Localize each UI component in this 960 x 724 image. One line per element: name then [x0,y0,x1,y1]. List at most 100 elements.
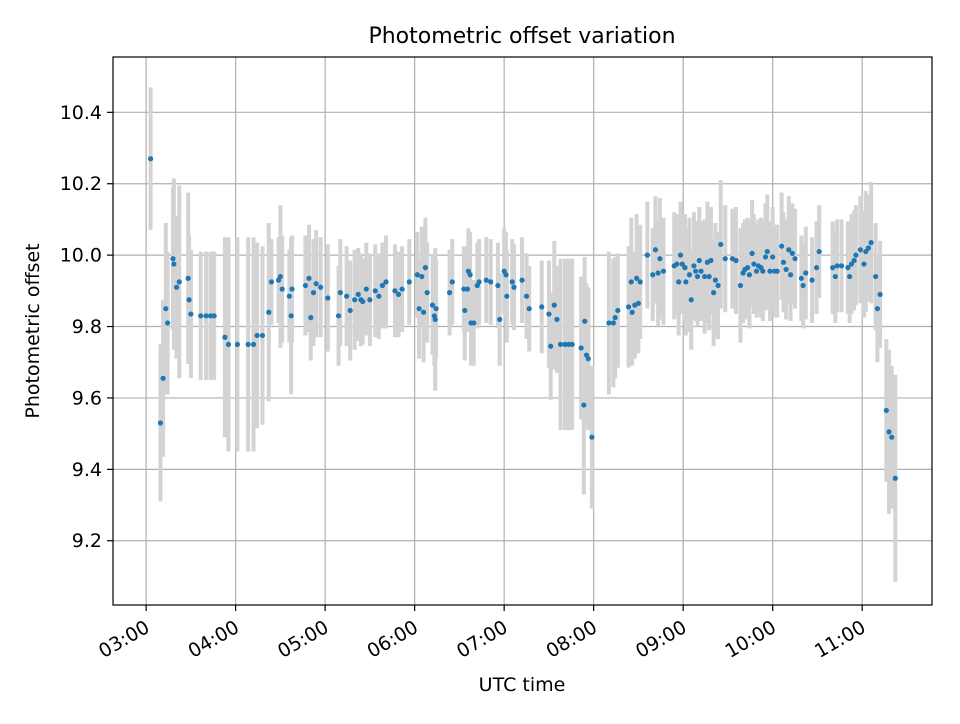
data-point [774,268,780,274]
x-axis-label: UTC time [479,674,566,696]
data-point [612,315,618,321]
data-point [308,315,314,321]
y-tick-label: 9.2 [72,530,102,552]
y-tick-label: 10.4 [60,102,102,124]
data-point [259,332,266,339]
data-point [635,300,642,306]
data-point [392,288,398,294]
data-point [711,290,717,296]
data-point [211,313,217,319]
data-point [511,284,517,290]
data-point [519,277,525,283]
data-point [176,279,182,285]
data-point [847,273,853,280]
y-tick-label: 10.2 [60,173,102,195]
data-point [497,316,503,322]
data-point [548,343,554,349]
data-point [800,282,806,289]
data-point [606,320,612,326]
data-point [786,247,792,253]
data-point [877,291,883,298]
data-point [767,268,773,274]
data-point [886,429,892,435]
data-point [488,279,494,285]
data-point [644,252,650,258]
data-point [813,265,820,271]
data-point [660,268,667,274]
data-point [693,268,699,274]
data-point [310,290,317,296]
data-point [302,282,309,289]
y-tick-label: 9.8 [72,316,102,338]
data-point [683,279,689,285]
data-point [589,434,595,440]
data-point [845,265,851,271]
data-point [347,307,353,314]
data-point [770,254,776,260]
data-point [286,293,292,299]
data-point [610,320,616,326]
data-point [288,313,294,319]
data-point [222,334,228,340]
data-point [546,311,552,317]
data-point [760,268,766,274]
data-point [655,270,661,276]
data-point [420,309,427,315]
data-point [857,247,863,253]
data-point [163,306,169,312]
data-point [449,279,455,285]
data-point [526,306,532,312]
data-point [523,293,530,299]
data-point [234,341,241,347]
data-point [712,277,718,283]
data-point [698,268,704,274]
data-point [360,298,366,305]
data-point [279,286,285,292]
data-point [414,272,420,278]
data-point [628,279,634,285]
data-point [787,272,794,278]
data-point [225,341,232,347]
data-point [446,290,453,296]
data-point [325,295,331,301]
data-point [764,248,770,255]
data-point [861,261,867,267]
data-point [753,268,760,274]
data-point [318,284,324,290]
data-point [746,272,753,278]
data-point [250,341,257,347]
data-point [615,307,621,314]
y-tick-label: 9.4 [72,459,102,481]
data-point [554,316,560,322]
data-point [851,257,857,264]
data-point [337,290,343,296]
data-point [737,282,744,289]
data-point [395,291,402,298]
data-point [245,341,251,347]
data-point [471,320,477,326]
data-point [188,311,194,317]
data-point [476,279,482,285]
data-point [185,275,191,281]
data-point [416,306,422,312]
data-point [874,306,881,312]
data-point [798,275,804,281]
data-point [868,240,874,246]
data-point [682,265,688,271]
data-point [254,332,260,339]
data-point [170,256,176,262]
data-point [809,277,815,283]
data-point [657,256,663,262]
data-point [848,261,855,267]
data-point [691,263,697,269]
data-point [562,341,568,347]
data-point [165,320,171,326]
data-point [718,241,724,248]
data-point [832,273,838,280]
data-point [147,156,154,162]
data-point [816,248,822,255]
data-point [780,259,787,265]
data-point [509,279,515,285]
